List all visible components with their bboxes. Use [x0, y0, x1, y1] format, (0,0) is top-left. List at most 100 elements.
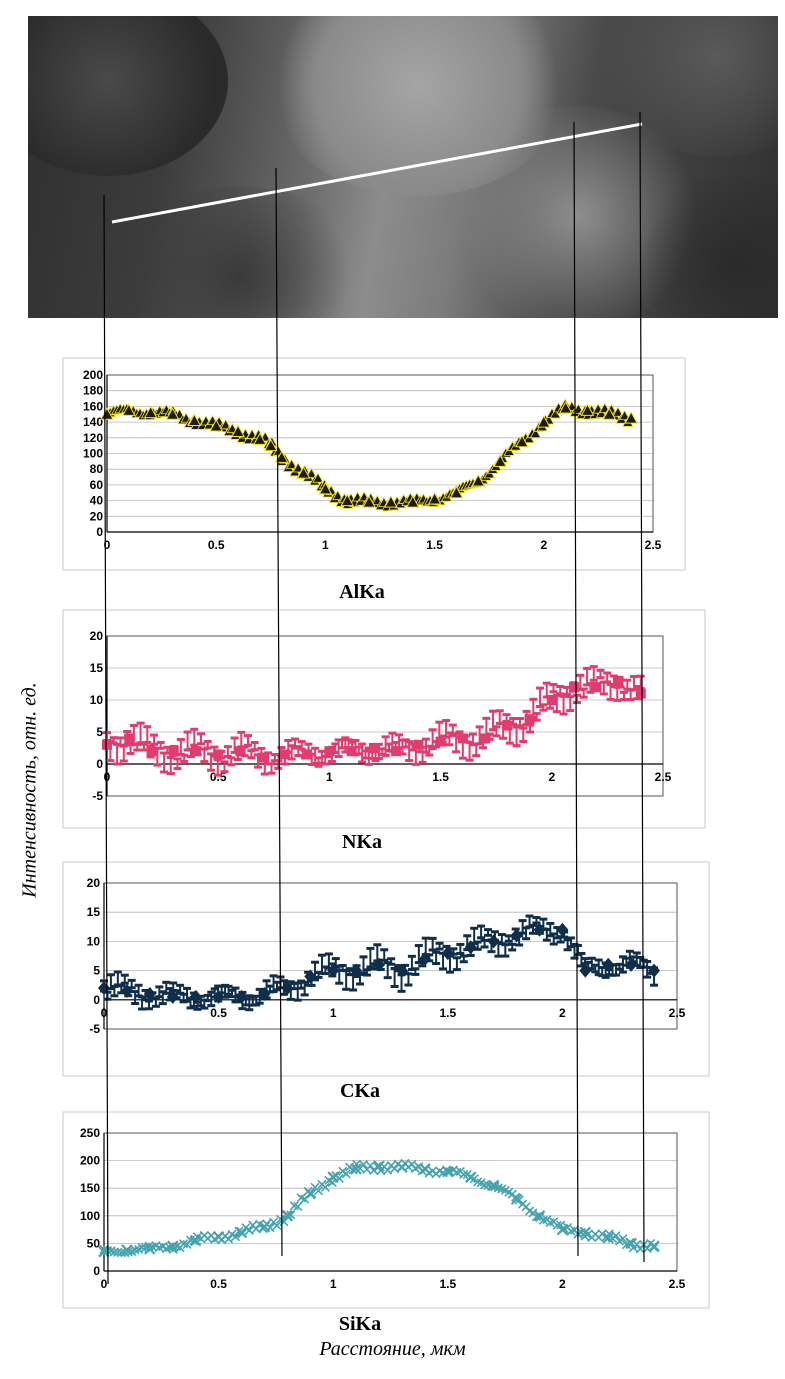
- y-tick-label: 5: [96, 725, 103, 739]
- x-tick-label: 1: [326, 770, 333, 784]
- data-point: [569, 682, 580, 693]
- data-point: [279, 749, 290, 760]
- data-point: [435, 736, 446, 747]
- data-point: [346, 746, 357, 757]
- data-point: [579, 1226, 592, 1239]
- data-point: [102, 739, 112, 750]
- y-tick-label: 0: [93, 993, 100, 1007]
- y-tick-label: 100: [83, 447, 103, 461]
- data-point: [487, 1179, 500, 1192]
- data-point: [515, 434, 529, 448]
- data-point: [281, 1210, 294, 1222]
- x-tick-label: 1.5: [439, 1277, 456, 1291]
- data-point: [558, 400, 573, 414]
- x-tick-label: 2.5: [655, 770, 672, 784]
- data-point: [384, 495, 398, 508]
- y-tick-label: 150: [80, 1181, 100, 1195]
- data-point: [165, 407, 180, 420]
- x-tick-label: 2: [540, 538, 547, 552]
- data-point: [340, 493, 355, 507]
- data-point: [302, 749, 313, 760]
- data-point: [213, 749, 224, 760]
- data-point: [405, 495, 420, 508]
- x-tick-label: 0: [104, 770, 111, 784]
- data-point: [533, 1210, 546, 1222]
- data-point: [235, 989, 248, 1004]
- data-point: [120, 984, 133, 999]
- data-point: [602, 407, 617, 420]
- series-texture: [99, 1158, 659, 1258]
- data-point: [327, 1171, 339, 1183]
- data-point: [602, 957, 615, 972]
- y-tick-label: 50: [87, 1236, 101, 1250]
- y-tick-label: -5: [89, 1022, 100, 1036]
- data-point: [146, 746, 157, 757]
- chart-frame: [62, 1111, 710, 1309]
- series-texture: [101, 398, 637, 512]
- data-point: [362, 495, 376, 508]
- data-point: [212, 1231, 225, 1243]
- y-tick-label: 140: [83, 415, 103, 429]
- data-point: [471, 473, 486, 487]
- chart-frame: [62, 357, 686, 571]
- data-point: [536, 415, 551, 428]
- data-point: [373, 1160, 385, 1172]
- x-tick-label: 0.5: [210, 770, 227, 784]
- data-point: [591, 682, 602, 693]
- y-tick-label: 250: [80, 1126, 100, 1140]
- data-point: [533, 922, 546, 937]
- data-point: [648, 963, 661, 978]
- data-point: [144, 1243, 156, 1255]
- data-point: [212, 989, 225, 1004]
- data-point: [524, 714, 535, 725]
- x-tick-label: 1.5: [432, 770, 449, 784]
- x-tick-label: 1.5: [439, 1006, 456, 1020]
- chart-title: AlKa: [339, 581, 385, 603]
- y-tick-label: 0: [96, 757, 103, 771]
- data-point: [502, 720, 513, 731]
- data-point: [441, 946, 454, 961]
- x-tick-label: 1: [330, 1006, 337, 1020]
- data-point: [635, 688, 646, 699]
- data-point: [625, 957, 638, 972]
- y-tick-label: 10: [90, 693, 104, 707]
- data-point: [413, 739, 424, 750]
- chart-title: SiKa: [339, 1313, 381, 1335]
- data-point: [396, 1161, 408, 1173]
- data-point: [121, 1244, 133, 1256]
- y-tick-label: 180: [83, 384, 103, 398]
- data-point: [480, 733, 491, 744]
- data-point: [510, 928, 523, 943]
- data-point: [350, 963, 363, 978]
- data-point: [143, 986, 156, 1001]
- data-point: [350, 1163, 362, 1175]
- data-point: [427, 491, 442, 505]
- y-tick-label: 15: [90, 661, 104, 675]
- data-point: [624, 411, 639, 424]
- data-point: [449, 485, 464, 499]
- data-point: [625, 1237, 637, 1250]
- data-point: [296, 466, 311, 479]
- data-point: [602, 1232, 615, 1244]
- data-point: [556, 922, 569, 937]
- data-point: [487, 934, 500, 949]
- data-point: [258, 986, 271, 1001]
- chart-3: 0 50 100 150 200 250 0 0.5 1 1.5 2 2.5 SiKa: [62, 1111, 710, 1335]
- data-point: [263, 438, 278, 452]
- x-axis-label: Расстояние, мкм: [319, 1338, 466, 1360]
- x-tick-label: 2.5: [645, 538, 662, 552]
- x-tick-label: 0.5: [208, 538, 225, 552]
- data-point: [121, 403, 136, 416]
- data-point: [579, 963, 592, 978]
- y-tick-label: -5: [92, 789, 103, 803]
- y-tick-label: 60: [90, 478, 104, 492]
- data-point: [235, 1226, 248, 1239]
- data-point: [613, 675, 624, 686]
- y-tick-label: 100: [80, 1209, 100, 1223]
- plot-area: [103, 1132, 678, 1272]
- x-tick-label: 0: [101, 1277, 108, 1291]
- y-tick-label: 200: [80, 1154, 100, 1168]
